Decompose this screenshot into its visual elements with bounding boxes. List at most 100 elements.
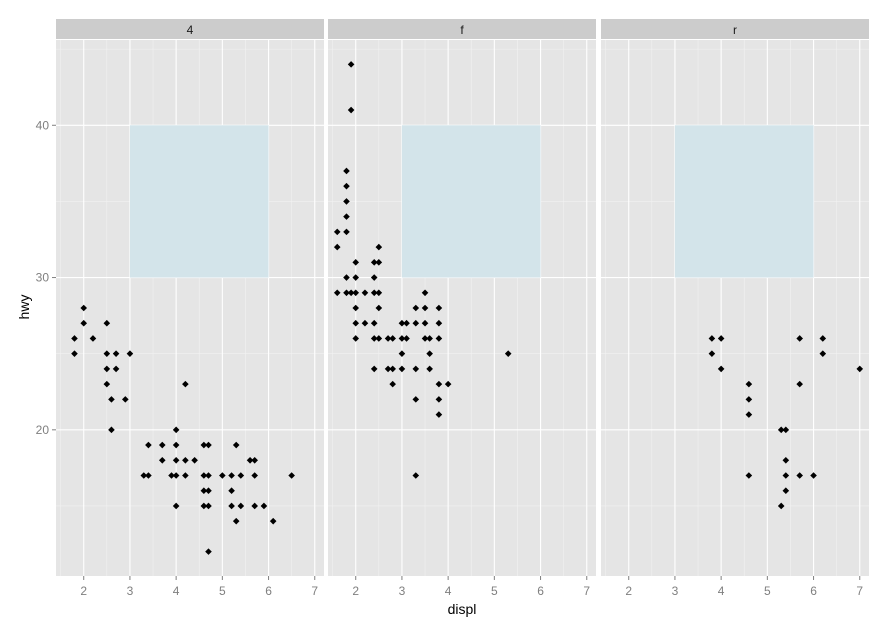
data-point: [435, 411, 443, 418]
data-point: [782, 456, 790, 464]
data-point: [251, 472, 258, 479]
facet-strip: [56, 19, 324, 39]
facet-strip-label: f: [460, 23, 464, 37]
data-point: [398, 365, 406, 373]
data-point: [810, 472, 817, 479]
data-point: [288, 472, 295, 479]
data-point: [412, 365, 420, 373]
data-point: [347, 61, 355, 68]
data-point: [403, 319, 410, 327]
data-point: [103, 350, 111, 357]
data-point: [361, 319, 369, 327]
data-point: [89, 335, 97, 342]
data-point: [426, 350, 433, 357]
data-point: [375, 259, 383, 266]
data-point: [333, 228, 341, 236]
x-tick-label: 4: [173, 584, 180, 598]
data-point: [745, 472, 753, 479]
data-point: [745, 411, 753, 418]
x-tick-label: 5: [764, 584, 771, 598]
data-point: [375, 335, 383, 342]
data-point: [122, 396, 129, 403]
data-point: [352, 289, 360, 297]
facet-panel-r: r: [601, 19, 869, 576]
data-point: [205, 441, 212, 449]
data-point: [403, 335, 410, 342]
data-point: [333, 289, 341, 297]
data-point: [421, 289, 429, 297]
data-point: [205, 472, 212, 479]
data-point: [745, 380, 753, 388]
data-point: [145, 441, 152, 449]
data-point: [819, 335, 827, 342]
data-point: [108, 426, 115, 434]
data-point: [352, 319, 360, 327]
data-point: [191, 456, 198, 464]
data-point: [343, 289, 350, 297]
data-point: [158, 456, 166, 464]
data-point: [370, 335, 378, 342]
data-point: [251, 502, 258, 510]
axes-layer: 2 3 4 5 6 7 2 3 4 5 6 7 2 3 4 5 6 7 20 30 40: [36, 118, 864, 598]
panel-background: [56, 40, 324, 576]
data-point: [232, 441, 240, 449]
data-point: [343, 198, 350, 205]
data-point: [343, 274, 350, 281]
data-point: [796, 335, 803, 342]
data-point: [182, 380, 189, 388]
data-point: [172, 426, 180, 434]
data-point: [856, 365, 864, 373]
data-point: [426, 365, 433, 373]
data-point: [375, 304, 383, 312]
data-point: [71, 350, 78, 357]
panel-background: [601, 40, 869, 576]
data-point: [112, 350, 120, 357]
data-point: [237, 472, 245, 479]
data-point: [389, 335, 396, 342]
data-point: [103, 319, 111, 327]
data-point: [717, 335, 725, 342]
facet-panel-f: f: [328, 19, 596, 576]
facet-strip: [601, 19, 869, 39]
x-tick-label: 7: [856, 584, 863, 598]
data-point: [421, 304, 429, 312]
data-point: [717, 365, 725, 373]
data-point: [172, 472, 180, 479]
x-tick-label: 5: [219, 584, 226, 598]
data-point: [237, 502, 245, 510]
data-point: [370, 259, 378, 266]
data-point: [219, 472, 226, 479]
data-point: [435, 396, 443, 403]
data-point: [777, 426, 785, 434]
data-point: [168, 472, 175, 479]
data-point: [421, 335, 429, 342]
x-tick-label: 7: [583, 584, 590, 598]
data-point: [232, 517, 240, 525]
data-point: [352, 304, 360, 312]
data-point: [370, 289, 378, 297]
data-point: [361, 289, 369, 297]
data-point: [777, 502, 785, 510]
data-point: [398, 350, 406, 357]
data-point: [108, 396, 115, 403]
data-point: [343, 213, 350, 220]
data-point: [352, 335, 360, 342]
data-point: [200, 441, 208, 449]
x-tick-label: 2: [625, 584, 632, 598]
data-point: [375, 289, 383, 297]
x-tick-label: 3: [127, 584, 134, 598]
y-tick-label: 20: [36, 423, 50, 437]
x-tick-label: 4: [718, 584, 725, 598]
data-point: [200, 472, 208, 479]
data-point: [782, 472, 790, 479]
x-tick-label: 6: [810, 584, 817, 598]
data-point: [389, 380, 396, 388]
data-point: [370, 274, 378, 281]
panels-layer: 4 f r: [56, 19, 869, 576]
data-point: [412, 304, 420, 312]
data-point: [333, 243, 341, 251]
x-tick-label: 3: [672, 584, 679, 598]
data-point: [246, 456, 254, 464]
x-tick-label: 7: [311, 584, 318, 598]
